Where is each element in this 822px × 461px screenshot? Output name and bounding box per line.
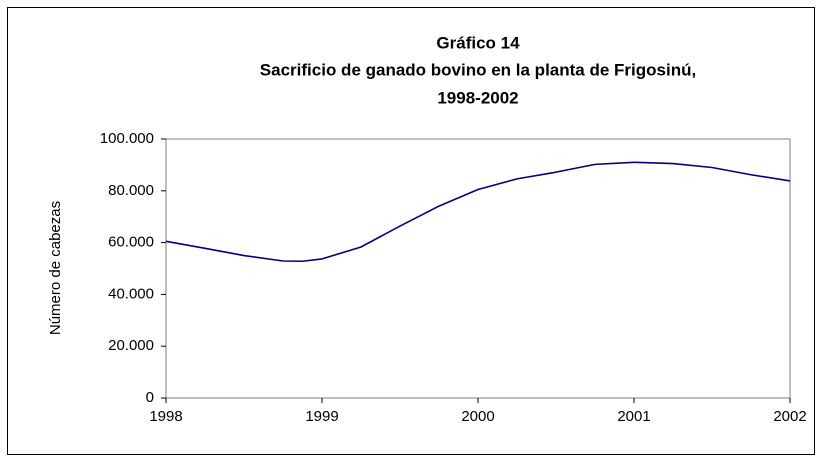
y-tick-label: 0 [146, 389, 154, 406]
y-tick-label: 40.000 [108, 285, 154, 302]
y-tick-label: 80.000 [108, 182, 154, 199]
plot-area [165, 138, 791, 399]
y-tick-label: 20.000 [108, 337, 154, 354]
chart-title: Sacrificio de ganado bovino en la planta… [260, 60, 696, 79]
x-tick-label: 2000 [461, 408, 494, 425]
x-tick-label: 2002 [773, 408, 806, 425]
x-tick-label: 2001 [617, 408, 650, 425]
y-axis-label: Número de cabezas [47, 201, 64, 335]
chart-title: Gráfico 14 [436, 33, 520, 52]
y-tick-label: 100.000 [100, 130, 154, 147]
y-tick-label: 60.000 [108, 234, 154, 251]
line-series [165, 161, 791, 263]
chart-title: 1998-2002 [437, 88, 518, 107]
x-tick-label: 1998 [149, 408, 182, 425]
x-tick-label: 1999 [305, 408, 338, 425]
